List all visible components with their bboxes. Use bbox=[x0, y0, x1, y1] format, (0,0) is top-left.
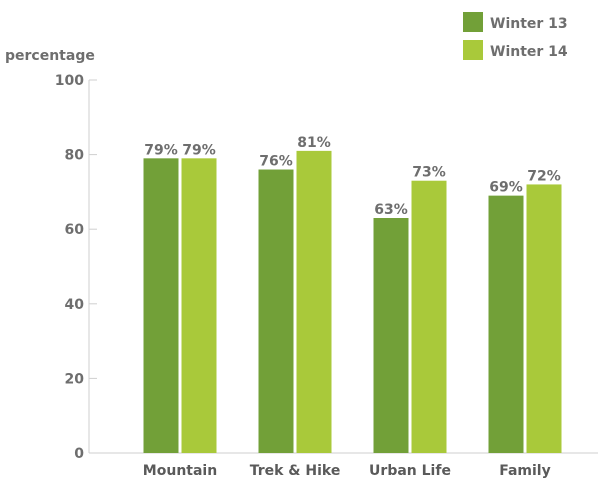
legend-swatch-winter-13 bbox=[463, 12, 483, 32]
bar-trek-and-hike-winter-14 bbox=[296, 150, 332, 453]
y-tick-label: 20 bbox=[65, 371, 85, 387]
x-axis-labels: Mountain Trek & Hike Urban Life Family bbox=[143, 463, 551, 479]
value-label-mountain-winter-14: 79% bbox=[182, 142, 216, 158]
value-label-urban-life-winter-13: 63% bbox=[374, 202, 408, 218]
y-axis-ticks: 0 20 40 60 80 100 bbox=[55, 73, 97, 462]
y-tick-label: 80 bbox=[65, 148, 85, 164]
bar-urban-life-winter-13 bbox=[373, 218, 409, 453]
legend: Winter 13 Winter 14 bbox=[463, 12, 568, 60]
value-label-family-winter-13: 69% bbox=[489, 180, 523, 196]
y-tick-label: 40 bbox=[65, 297, 85, 313]
y-axis-title: percentage bbox=[5, 48, 95, 64]
value-label-trek-and-hike-winter-13: 76% bbox=[259, 154, 293, 170]
bar-trek-and-hike-winter-13 bbox=[258, 169, 294, 453]
bars bbox=[143, 150, 562, 453]
bar-urban-life-winter-14 bbox=[411, 180, 447, 453]
y-tick-label: 60 bbox=[65, 222, 85, 238]
legend-label-winter-13: Winter 13 bbox=[490, 16, 568, 32]
bar-family-winter-13 bbox=[488, 195, 524, 453]
legend-label-winter-14: Winter 14 bbox=[490, 44, 568, 60]
value-labels: 79% 79% 76%81% 63% 73% 69%72% bbox=[144, 135, 561, 218]
y-tick-label: 0 bbox=[74, 446, 84, 462]
x-tick-label-trek-and-hike: Trek & Hike bbox=[250, 463, 341, 479]
bar-family-winter-14 bbox=[526, 184, 562, 453]
x-tick-label-family: Family bbox=[499, 463, 551, 479]
y-tick-label: 100 bbox=[55, 73, 84, 89]
value-label-family-winter-14: 72% bbox=[527, 168, 561, 184]
legend-swatch-winter-14 bbox=[463, 40, 483, 60]
x-tick-label-urban-life: Urban Life bbox=[369, 463, 451, 479]
bar-mountain-winter-14 bbox=[181, 158, 217, 453]
value-label-mountain-winter-13: 79% bbox=[144, 142, 178, 158]
bar-mountain-winter-13 bbox=[143, 158, 179, 453]
value-label-trek-and-hike-winter-14: 81% bbox=[297, 135, 331, 151]
x-tick-label-mountain: Mountain bbox=[143, 463, 217, 479]
value-label-urban-life-winter-14: 73% bbox=[412, 165, 446, 181]
